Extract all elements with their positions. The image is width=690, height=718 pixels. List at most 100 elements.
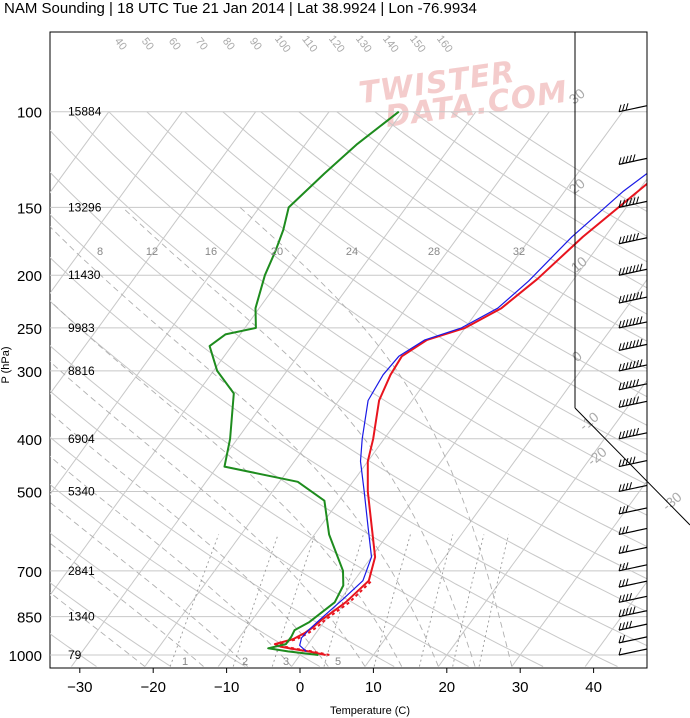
x-tick-label: 20: [438, 679, 455, 696]
parcel-line: [299, 172, 647, 652]
barb-flag: [636, 317, 639, 325]
barb-flag: [625, 319, 629, 327]
height-label: 1340: [68, 610, 95, 624]
dry-adiabat-line: [260, 111, 647, 370]
barb-flag: [618, 546, 622, 554]
barb-shaft: [618, 564, 648, 572]
barb-flag: [622, 267, 625, 275]
dry-adiabat-line: [50, 532, 246, 667]
mixing-ratio-label: 2: [242, 656, 248, 668]
barb-flag: [622, 622, 625, 630]
isotherm-line: [50, 111, 403, 597]
barb-shaft: [618, 527, 648, 536]
wind-barbs: [574, 32, 690, 668]
mixing-ratio-label: 32: [513, 246, 525, 258]
wind-barb: [618, 525, 648, 536]
barb-flag: [625, 155, 629, 163]
barb-flag: [618, 527, 622, 535]
barb-flag: [632, 292, 636, 301]
wind-barb: [618, 291, 648, 304]
barb-flag: [629, 197, 632, 206]
dry-adiabat-label: 0: [569, 347, 585, 364]
x-tick-label: −10: [214, 679, 239, 696]
mixing-ratio-label: 12: [146, 246, 158, 258]
sounding-traces: [208, 110, 647, 656]
barb-flag: [622, 235, 625, 244]
barb-flag: [618, 157, 622, 165]
mixing-ratio-line: [323, 534, 364, 667]
barb-flag: [625, 235, 629, 243]
dry-adiabat-label: -30: [659, 488, 685, 513]
barb-flag: [625, 103, 629, 111]
isotherm-label: 80: [220, 36, 237, 53]
barb-flag: [636, 360, 639, 368]
height-label: 13296: [68, 200, 102, 214]
barb-flag: [618, 563, 622, 571]
pressure-tick-label: 150: [17, 200, 42, 217]
barb-flag: [618, 343, 622, 351]
isotherm-label: 140: [380, 33, 401, 55]
moist-adiabat-line: [50, 455, 292, 667]
height-label: 79: [68, 648, 82, 662]
barb-flag: [618, 320, 622, 329]
dry-adiabat-line: [50, 390, 469, 667]
dry-adiabat-line: [50, 436, 395, 667]
barb-flag: [629, 482, 632, 490]
wind-barb: [618, 544, 648, 554]
barb-flag: [618, 400, 622, 408]
barb-flag: [625, 457, 629, 466]
isotherm-line: [50, 111, 330, 496]
wind-barb: [618, 620, 648, 631]
barb-flag: [625, 341, 629, 350]
barb-flag: [629, 429, 632, 437]
barb-flag: [629, 607, 632, 615]
barb-flag: [636, 264, 639, 272]
barb-flag: [625, 608, 629, 616]
height-label: 11430: [68, 268, 101, 282]
isotherm-line: [659, 112, 690, 667]
barb-flag: [622, 363, 625, 371]
dry-adiabat-line: [50, 483, 321, 667]
barb-flag: [618, 459, 622, 467]
barb-flag: [622, 458, 625, 466]
barb-flag: [622, 430, 625, 439]
isotherm-line: [144, 111, 550, 667]
barb-flag: [636, 339, 639, 347]
barb-shaft: [618, 595, 648, 603]
pressure-tick-label: 100: [17, 105, 42, 122]
barb-flag: [618, 104, 622, 112]
wind-barb: [618, 456, 648, 468]
barb-flag: [625, 482, 629, 491]
barb-flag: [629, 592, 632, 601]
wind-barb: [618, 592, 648, 603]
barb-flag: [632, 456, 636, 464]
barb-flag: [632, 233, 636, 241]
mixing-ratio-label: 16: [205, 246, 217, 258]
wind-barb: [618, 359, 648, 372]
barb-shaft: [618, 507, 648, 515]
pressure-tick-label: 200: [17, 268, 42, 285]
barb-flag: [629, 154, 632, 163]
barb-flag: [639, 291, 643, 299]
barb-flag: [618, 295, 622, 304]
barb-flag: [625, 381, 629, 389]
x-tick-label: −30: [67, 679, 92, 696]
barb-flag: [632, 317, 636, 326]
mixing-ratio-label: 20: [271, 246, 283, 258]
barb-flag: [625, 294, 629, 302]
barb-flag: [618, 595, 622, 603]
barb-flag: [622, 562, 625, 571]
barb-flag: [622, 320, 625, 328]
barb-flag: [636, 232, 639, 241]
barb-flag: [625, 544, 629, 552]
wind-barb: [618, 647, 648, 656]
isotherm-label: 100: [272, 33, 293, 55]
barb-flag: [618, 268, 622, 276]
barb-flag: [629, 380, 632, 388]
wind-barb: [618, 263, 648, 276]
wind-barb: [618, 232, 648, 245]
dry-adiabat-line: [50, 256, 647, 647]
wind-barb: [618, 396, 648, 408]
